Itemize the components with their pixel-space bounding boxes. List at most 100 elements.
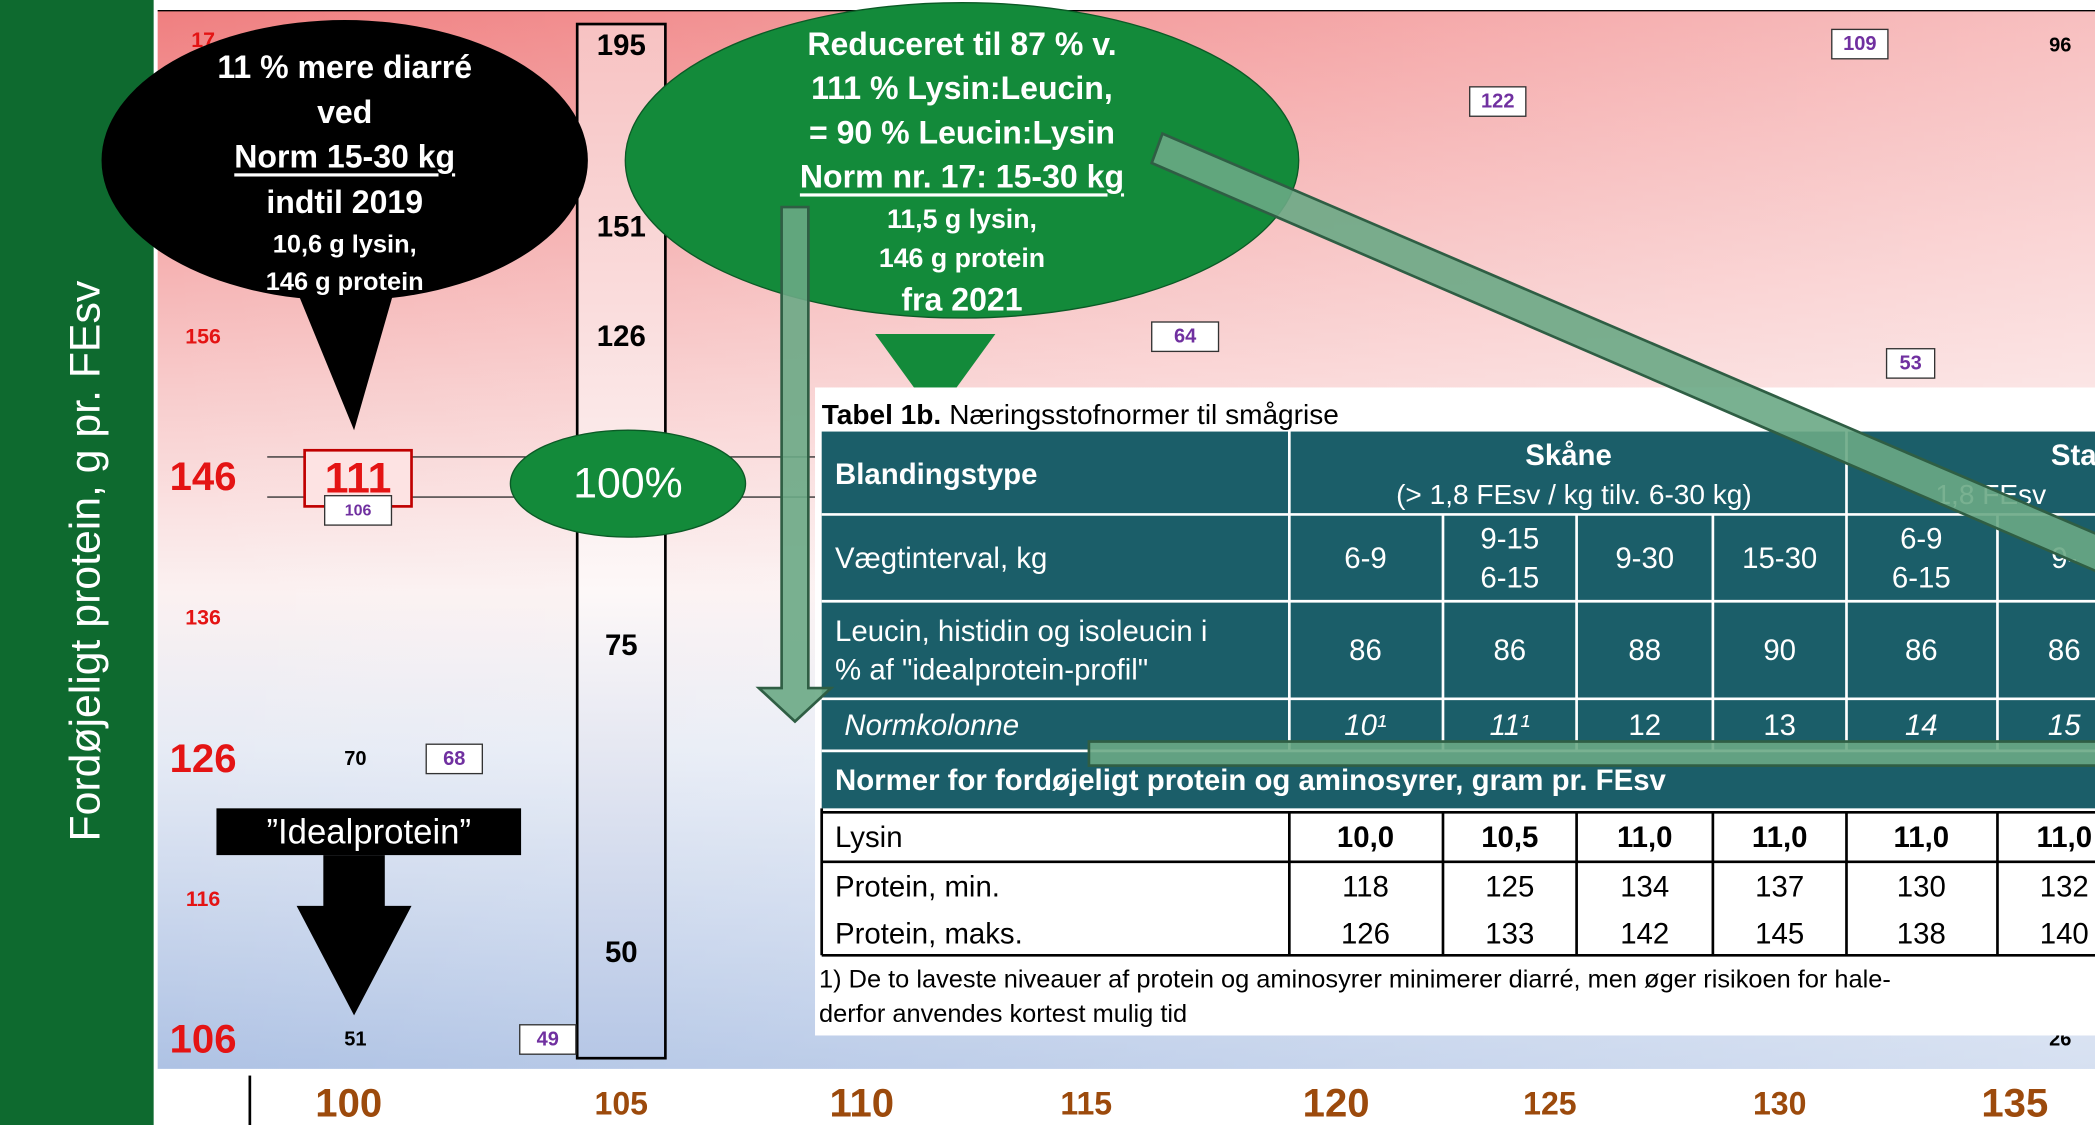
cell-value: 122 (1481, 91, 1514, 113)
table-cell: 10,5 (1481, 821, 1538, 854)
x-tick-label: 100 (315, 1082, 382, 1125)
table-cell: 9-30 (1615, 542, 1674, 575)
cell-value: 111 (325, 454, 392, 502)
table-cell: 125 (1485, 871, 1534, 904)
x-tick-label: 115 (1060, 1086, 1112, 1122)
table-cell: 86 (2048, 634, 2081, 667)
callout-text: 146 g protein (266, 268, 424, 296)
y-tick-label: 146 (170, 455, 237, 499)
callout-text: fra 2021 (901, 281, 1022, 317)
cell-value: 109 (1843, 33, 1876, 55)
cell-value: 64 (1174, 326, 1197, 348)
y-tick-label: 116 (186, 887, 221, 911)
cell-value: 51 (344, 1028, 366, 1050)
badge-text: 100% (573, 460, 682, 508)
table-cell: Lysin (835, 821, 902, 854)
y-tick-label: 156 (185, 325, 221, 349)
x-tick-label: 105 (595, 1086, 648, 1122)
table-cell: 88 (1628, 634, 1661, 667)
callout-text: 11,5 g lysin, (887, 204, 1037, 234)
arrow (296, 855, 412, 1016)
cell-value: 70 (344, 748, 366, 770)
callout-text: indtil 2019 (266, 184, 423, 220)
table-cell: 11,0 (1894, 821, 1950, 854)
table-cell: 130 (1897, 871, 1946, 904)
arrow (1087, 740, 2095, 767)
table-cell: 9-15 (1480, 523, 1539, 556)
table-cell: 11¹ (1490, 709, 1530, 742)
table-cell: 86 (1493, 634, 1526, 667)
callout-text: = 90 % Leucin:Lysin (809, 114, 1115, 150)
table-cell: 132 (2040, 871, 2089, 904)
table-header-text: Skåne (1525, 439, 1612, 472)
table-cell: 6-9 (1900, 523, 1942, 556)
callout-text: ved (317, 94, 372, 130)
x-tick-label: 130 (1753, 1086, 1806, 1122)
table-cell: 138 (1897, 917, 1946, 950)
column-label: 151 (597, 211, 646, 244)
table-cell: 15 (2048, 709, 2081, 742)
cell-value: 106 (345, 501, 372, 519)
callout-text: 146 g protein (879, 243, 1045, 273)
table-cell: 11,0 (1617, 821, 1673, 854)
table-cell: 142 (1620, 917, 1669, 950)
table-cell: 6-15 (1480, 561, 1539, 594)
badge (509, 429, 747, 538)
caption-bold: Tabel 1b. (822, 399, 942, 430)
table-cell: 90 (1763, 634, 1796, 667)
table-cell: 10,0 (1337, 821, 1394, 854)
x-tick-label: 120 (1303, 1082, 1370, 1125)
x-tick-label: 110 (829, 1082, 894, 1125)
table-cell: Normkolonne (844, 709, 1019, 742)
callout-text: Norm nr. 17: 15-30 kg (800, 158, 1124, 194)
table-cell: % af "idealprotein-profil" (835, 654, 1148, 687)
cell-box (519, 1024, 577, 1055)
table-cell: 133 (1485, 917, 1534, 950)
table-cell: 145 (1755, 917, 1804, 950)
cell-value: 96 (2049, 34, 2071, 56)
table-cell: 6-15 (1892, 561, 1951, 594)
arrow (755, 205, 835, 724)
column-label: 195 (597, 29, 646, 62)
cell-box (1831, 28, 1889, 60)
callout-text: 11 % mere diarré (217, 49, 472, 85)
column-label: 75 (605, 629, 638, 662)
cell-box (1469, 86, 1527, 117)
callout-text: 10,6 g lysin, (273, 231, 417, 259)
label-text: ”Idealprotein” (266, 813, 471, 851)
table-cell: 10¹ (1344, 709, 1387, 742)
cell-value: 49 (537, 1028, 559, 1050)
table-header-text: (> 1,8 FEsv / kg tilv. 6-30 kg) (1396, 479, 1752, 510)
table-header-text: Sta (2051, 439, 2095, 472)
table-cell: Protein, min. (835, 871, 1000, 904)
table-cell: 11,0 (1752, 821, 1808, 854)
table-cell: Vægtinterval, kg (835, 542, 1047, 575)
table-cell: 126 (1341, 917, 1390, 950)
table-cell: 134 (1620, 871, 1669, 904)
callout (101, 20, 588, 301)
table-cell: 137 (1755, 871, 1804, 904)
callout-pointer (287, 267, 401, 431)
y-tick-label: 126 (170, 737, 237, 781)
table-header-text: Blandingstype (835, 458, 1037, 491)
table-cell: 86 (1349, 634, 1382, 667)
cell-value: 68 (443, 748, 465, 770)
table-cell: 14 (1905, 709, 1938, 742)
table-caption: Tabel 1b. Næringsstofnormer til smågrise (822, 399, 1339, 430)
column-label: 126 (597, 320, 646, 353)
table-cell: 140 (2040, 917, 2089, 950)
callout-text: 111 % Lysin:Leucin, (811, 70, 1113, 106)
table-cell: 13 (1763, 709, 1796, 742)
caption-text: Næringsstofnormer til smågrise (949, 399, 1339, 430)
table-cell: Leucin, histidin og isoleucin i (835, 615, 1207, 648)
callout-text: Norm 15-30 kg (234, 138, 455, 174)
y-axis-label: Fordøjeligt protein, g pr. FEsv (62, 280, 110, 841)
cell-box (1151, 321, 1220, 353)
cell-value: 53 (1899, 352, 1921, 374)
table-cell: 86 (1905, 634, 1938, 667)
x-tick-label: 125 (1523, 1086, 1576, 1122)
cell-box (324, 495, 393, 526)
callout-pointer (875, 334, 996, 417)
cell-box (425, 743, 483, 775)
